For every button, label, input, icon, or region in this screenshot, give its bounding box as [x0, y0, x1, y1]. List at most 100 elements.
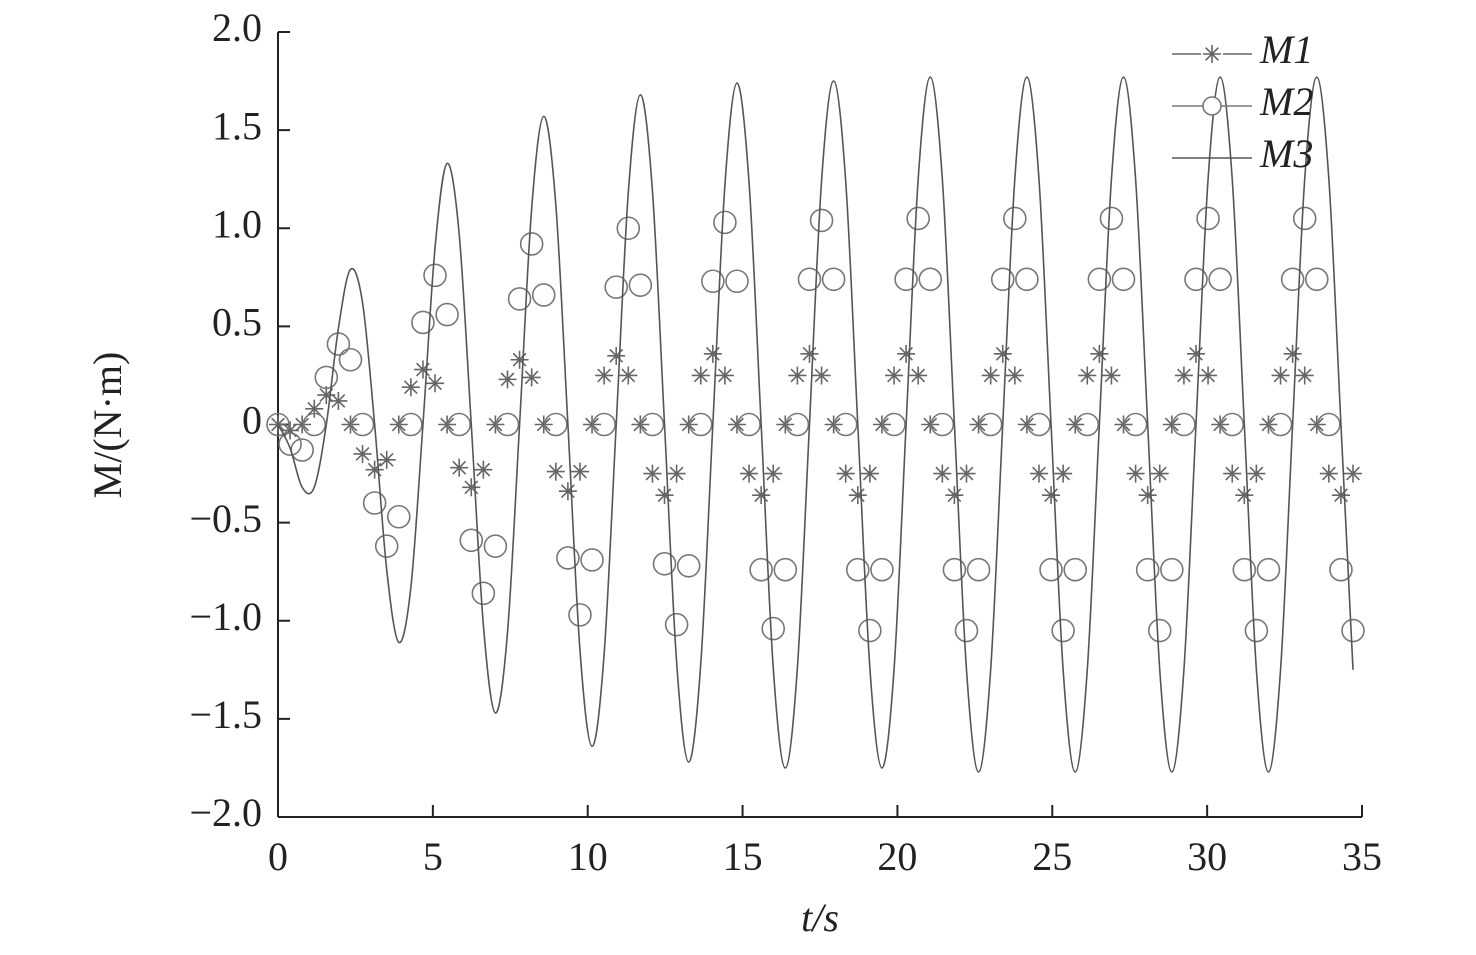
y-tick-label: 0.5 — [212, 300, 262, 345]
data-point — [1102, 366, 1121, 385]
data-point — [906, 206, 930, 231]
data-point — [785, 412, 810, 437]
x-tick-label: 10 — [568, 834, 608, 879]
y-tick-label: −1.5 — [189, 692, 262, 737]
data-point — [317, 386, 336, 405]
data-point — [918, 267, 943, 292]
data-point — [1027, 412, 1051, 437]
y-tick-label: −0.5 — [189, 496, 262, 541]
data-point — [426, 374, 445, 393]
x-tick-label: 25 — [1032, 834, 1072, 879]
data-point — [966, 557, 991, 582]
data-point — [1329, 557, 1353, 582]
data-point — [386, 504, 411, 529]
data-point — [1162, 415, 1181, 434]
data-point — [1174, 366, 1193, 385]
data-point — [858, 618, 882, 643]
data-point — [643, 464, 662, 483]
data-point — [438, 415, 457, 434]
data-point — [519, 232, 544, 256]
data-point — [583, 415, 602, 434]
data-point — [350, 412, 375, 437]
data-point — [1017, 415, 1036, 434]
data-point — [1208, 267, 1232, 292]
x-tick-label: 5 — [423, 834, 443, 879]
data-point — [942, 557, 967, 582]
data-point — [522, 368, 541, 387]
data-point — [764, 464, 783, 483]
data-point — [592, 412, 616, 437]
data-point — [773, 557, 798, 582]
data-point — [945, 486, 964, 505]
x-tick-label: 15 — [723, 834, 763, 879]
data-point — [727, 415, 746, 434]
data-point — [1256, 557, 1281, 582]
data-point — [507, 287, 532, 311]
data-point — [435, 302, 459, 327]
y-tick-label: 1.5 — [212, 103, 262, 148]
data-point — [338, 347, 363, 372]
data-point — [471, 581, 496, 606]
data-point — [882, 412, 906, 437]
data-point — [1063, 557, 1088, 582]
data-point — [1123, 412, 1148, 437]
data-point — [1186, 344, 1205, 363]
data-point — [341, 415, 360, 434]
data-point — [870, 557, 894, 582]
data-point — [776, 415, 795, 434]
data-point — [1304, 267, 1329, 292]
data-point — [812, 366, 831, 385]
data-point — [531, 283, 556, 307]
data-point — [631, 415, 650, 434]
data-point — [498, 370, 517, 389]
data-point — [930, 412, 955, 437]
data-point — [1319, 464, 1338, 483]
data-point — [483, 534, 508, 558]
data-point — [1271, 366, 1290, 385]
data-point — [1042, 486, 1061, 505]
data-point — [981, 366, 1000, 385]
data-point — [737, 412, 761, 437]
data-point — [1135, 557, 1160, 582]
data-point — [713, 210, 737, 235]
data-point — [510, 350, 529, 369]
data-point — [1087, 267, 1112, 292]
data-point — [1184, 267, 1208, 292]
data-point — [1331, 486, 1350, 505]
data-point — [676, 553, 701, 578]
data-point — [797, 267, 822, 292]
x-tick-label: 20 — [877, 834, 917, 879]
data-point — [640, 412, 665, 437]
data-point — [495, 412, 520, 437]
data-point — [411, 310, 435, 335]
data-point — [978, 412, 1003, 437]
data-point — [933, 464, 952, 483]
data-point — [450, 458, 469, 477]
data-point — [740, 464, 759, 483]
data-point — [1295, 366, 1314, 385]
data-point — [703, 344, 722, 363]
x-tick-label: 0 — [268, 834, 288, 879]
data-point — [1196, 206, 1220, 231]
data-point — [447, 412, 471, 437]
data-point — [1268, 412, 1293, 437]
data-point — [1259, 415, 1278, 434]
data-point — [628, 273, 653, 297]
data-point — [894, 267, 918, 292]
data-point — [413, 360, 432, 379]
data-point — [266, 412, 290, 437]
data-point — [691, 366, 710, 385]
data-point — [423, 263, 447, 288]
data-point — [365, 460, 384, 479]
data-point — [824, 415, 843, 434]
y-tick-label: 0 — [242, 398, 262, 443]
data-point — [800, 344, 819, 363]
x-tick-label: 30 — [1187, 834, 1227, 879]
data-point — [1099, 206, 1124, 231]
data-point — [278, 432, 302, 456]
legend-marker — [1202, 96, 1222, 116]
x-tick-label: 35 — [1342, 834, 1382, 879]
data-point — [486, 415, 505, 434]
data-point — [1138, 486, 1157, 505]
